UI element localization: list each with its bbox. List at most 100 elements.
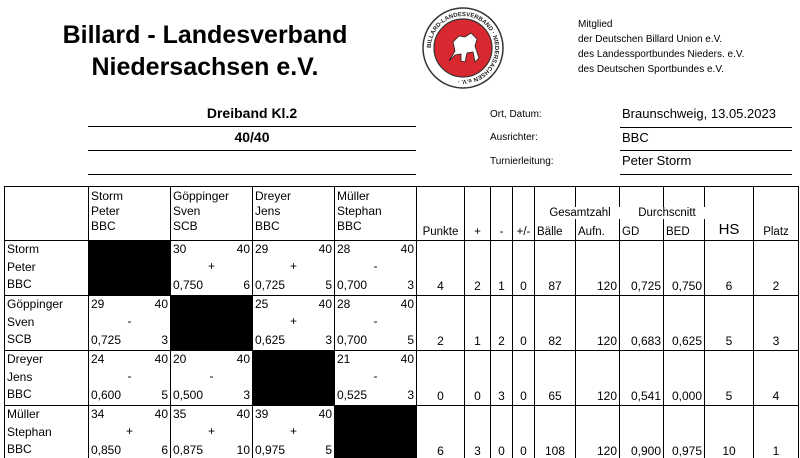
match-res: +: [289, 259, 297, 273]
player-first: Stephan: [337, 204, 382, 218]
match-avg: 0,725: [255, 278, 286, 292]
membership-line: des Deutschen Sportbundes e.V.: [578, 64, 724, 75]
player-last: Storm: [7, 242, 40, 256]
table-row: Müller Stephan BBC 34 40 +0,850 6 35 40 +0,875 10 3…: [4, 405, 799, 458]
match-hs: 3: [161, 333, 168, 347]
match-cell: 29 40 +0,725 5: [252, 240, 335, 296]
stat-platz: 1: [753, 405, 799, 458]
match-inn: 40: [400, 297, 414, 311]
stat-bed: 0,625: [663, 295, 705, 351]
stat-hs: 5: [704, 350, 754, 406]
stat-bed: 0,975: [663, 405, 705, 458]
match-balls: 20: [173, 352, 187, 366]
match-balls: 21: [337, 352, 351, 366]
header-punkte: Punkte: [416, 186, 465, 241]
match-balls: 25: [255, 297, 269, 311]
location-date-value: Braunschweig, 13.05.2023: [622, 106, 776, 121]
stat-pm: 0: [512, 405, 535, 458]
header-hs: HS: [704, 186, 754, 241]
match-res: -: [373, 369, 378, 383]
player-first: Jens: [7, 369, 33, 384]
match-avg: 0,975: [255, 443, 286, 457]
player-club: BBC: [7, 442, 32, 456]
player-last: Dreyer: [7, 352, 44, 366]
header-draws: +/-: [512, 186, 535, 241]
match-inn: 40: [236, 242, 250, 256]
table-row: Göppinger Sven SCB 29 40-0,725 3 25 40 +0,625 3 28…: [4, 295, 799, 351]
stat-baelle: 65: [534, 350, 576, 406]
stat-minus: 2: [490, 295, 513, 351]
match-inn: 40: [236, 352, 250, 366]
match-cell: 28 40 -0,700 3: [334, 240, 417, 296]
stat-gd: 0,900: [619, 405, 664, 458]
match-result: 28 40 -0,700 5: [335, 296, 416, 348]
player-last: Storm: [91, 189, 124, 203]
association-logo: BILLARD-LANDESVERBAND · NIEDERSACHSEN e.…: [422, 7, 504, 89]
membership-info: Mitglied der Deutschen Billard Union e.V…: [578, 17, 744, 77]
row-player-name: Storm Peter BBC: [4, 240, 89, 296]
match-hs: 6: [243, 278, 250, 292]
match-result: 34 40 +0,850 6: [89, 406, 170, 458]
membership-line: des Landessportbundes Nieders. e.V.: [578, 49, 745, 60]
header-aufn-label: Aufn.: [578, 226, 605, 238]
match-res: +: [207, 259, 215, 273]
stat-minus: 3: [490, 350, 513, 406]
match-hs: 6: [161, 443, 168, 457]
player-club: BBC: [255, 219, 280, 233]
stat-minus: 1: [490, 240, 513, 296]
match-hs: 5: [325, 443, 332, 457]
column-player-header: Göppinger Sven SCB: [170, 186, 253, 241]
match-hs: 3: [243, 388, 250, 402]
match-inn: 40: [400, 352, 414, 366]
match-balls: 29: [91, 297, 105, 311]
match-result: 39 40 +0,975 5: [253, 406, 334, 458]
divider: [620, 174, 792, 175]
player-club: BBC: [7, 277, 32, 291]
stat-aufn: 120: [575, 295, 620, 351]
distance: 40/40: [234, 129, 270, 145]
column-player-header: Müller Stephan BBC: [334, 186, 417, 241]
stat-platz: 2: [753, 240, 799, 296]
match-avg: 0,625: [255, 333, 286, 347]
director-value: Peter Storm: [622, 153, 692, 168]
org-title-line1: Billard - Landesverband: [62, 21, 348, 49]
column-player-header: Storm Peter BBC: [88, 186, 171, 241]
match-res: -: [127, 369, 132, 383]
player-club: BBC: [7, 387, 32, 401]
match-result: 25 40 +0,625 3: [253, 296, 334, 348]
stat-plus: 0: [464, 350, 491, 406]
header-losses: -: [490, 186, 513, 241]
divider: [88, 150, 416, 151]
match-balls: 35: [173, 407, 187, 421]
stat-baelle: 108: [534, 405, 576, 458]
stat-punkte: 6: [416, 405, 465, 458]
match-res: +: [125, 424, 133, 438]
match-result: 20 40 -0,500 3: [171, 351, 252, 403]
header-row: Storm Peter BBC Göppinger Sven SCB Dreyer Jens B…: [4, 186, 799, 241]
stat-hs: 6: [704, 240, 754, 296]
player-first: Peter: [91, 204, 120, 218]
organizer-value: BBC: [622, 130, 649, 145]
match-cell: 34 40 +0,850 6: [88, 405, 171, 458]
stat-punkte: 4: [416, 240, 465, 296]
membership-line: Mitglied: [578, 19, 613, 30]
player-first: Sven: [7, 314, 35, 329]
player-club: BBC: [337, 219, 362, 233]
match-res: +: [207, 424, 215, 438]
match-res: -: [373, 314, 378, 328]
match-balls: 29: [255, 242, 269, 256]
stat-platz: 3: [753, 295, 799, 351]
player-last: Göppinger: [173, 189, 230, 203]
match-cell: 39 40 +0,975 5: [252, 405, 335, 458]
match-hs: 3: [325, 333, 332, 347]
stat-gd: 0,541: [619, 350, 664, 406]
match-balls: 28: [337, 242, 351, 256]
stat-pm: 0: [512, 295, 535, 351]
match-cell: 21 40 -0,525 3: [334, 350, 417, 406]
row-player-name: Müller Stephan BBC: [4, 405, 89, 458]
player-club: BBC: [91, 219, 116, 233]
match-avg: 0,725: [91, 333, 122, 347]
header-baelle: Gesamtzahl Bälle: [534, 186, 621, 241]
divider: [88, 126, 416, 127]
player-last: Müller: [7, 407, 40, 421]
